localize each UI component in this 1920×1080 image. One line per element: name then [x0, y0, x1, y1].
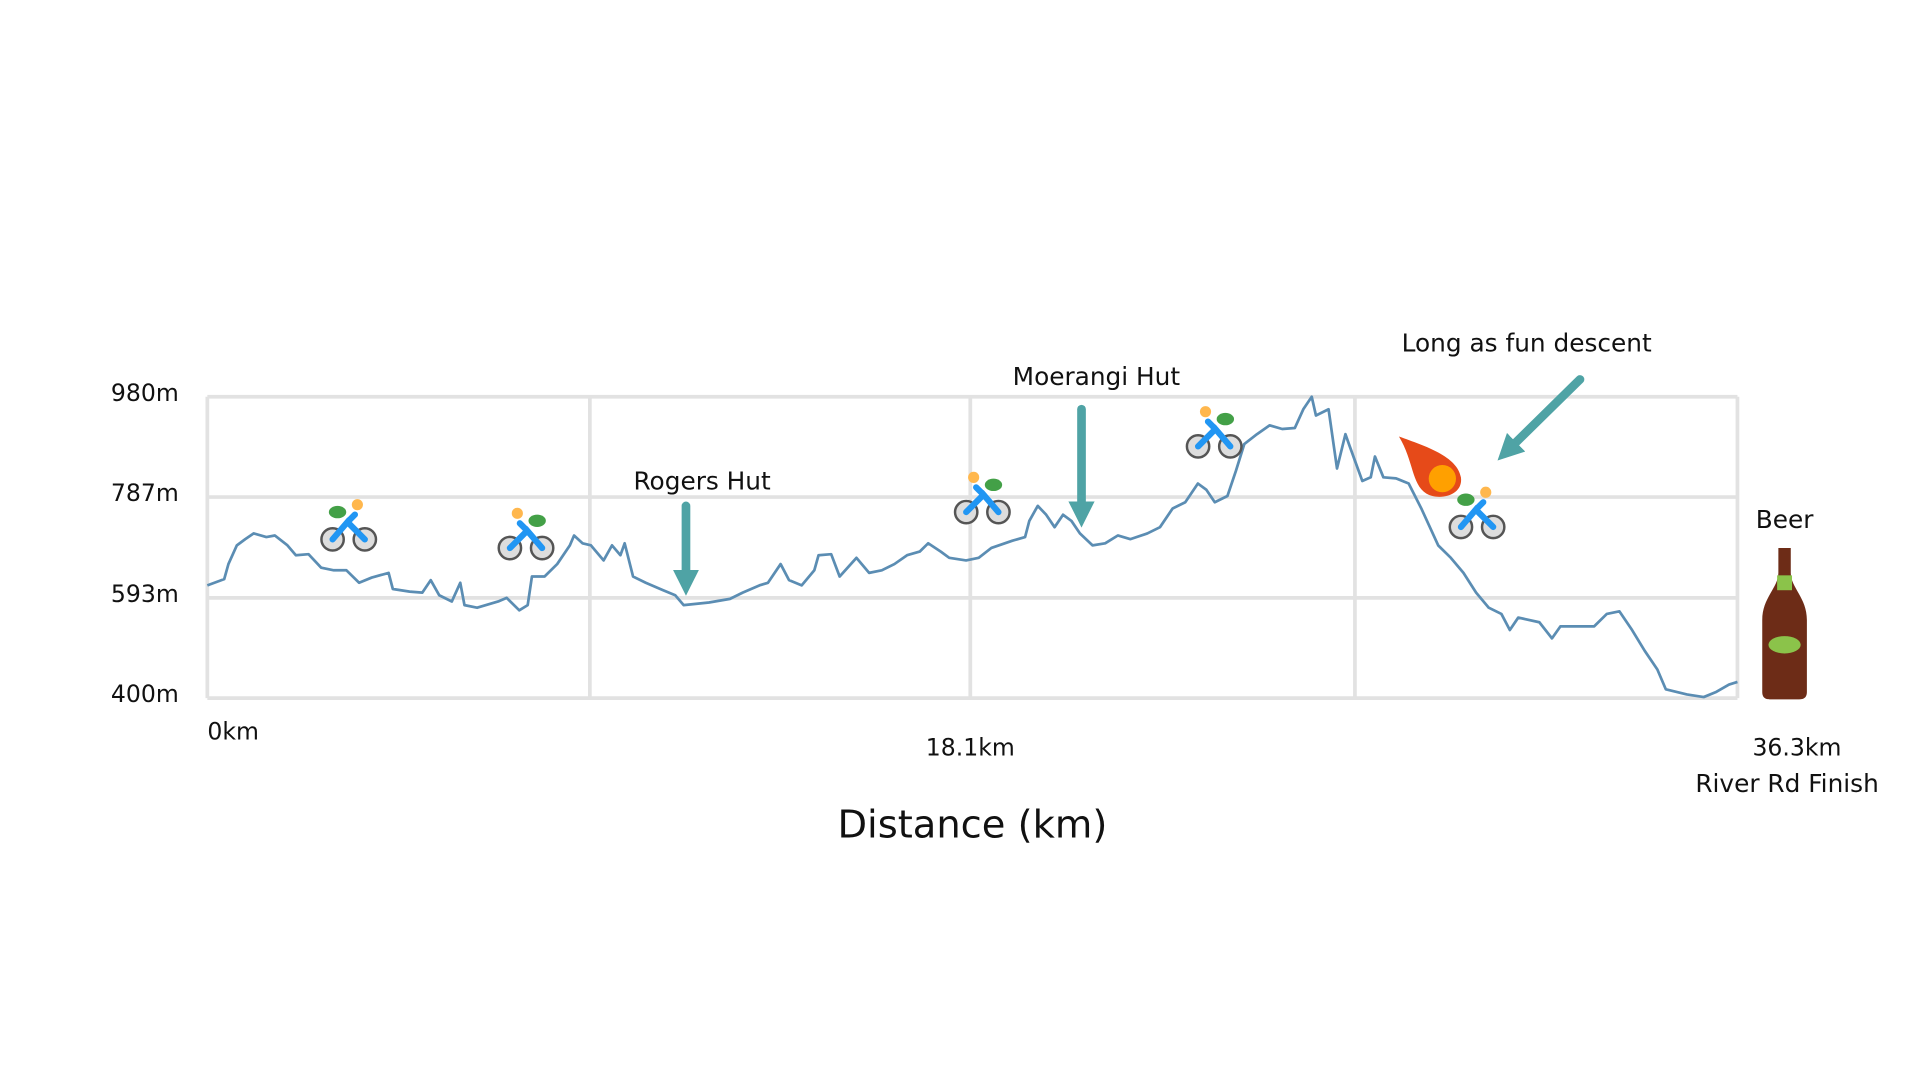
cyclist-icon [1450, 487, 1505, 538]
fire-icon [1398, 436, 1462, 497]
x-tick-label: 36.3km [1752, 733, 1841, 761]
arrows [672, 375, 1585, 596]
annotation: Moerangi Hut [1013, 362, 1181, 391]
cyclist-icon [321, 499, 376, 550]
x-tick-label: 0km [207, 717, 259, 745]
y-tick-label: 400m [111, 680, 179, 708]
annotation: Long as fun descent [1402, 329, 1652, 358]
y-tick-label: 980m [111, 379, 179, 407]
x-tick-label: 18.1km [926, 733, 1015, 761]
y-tick-label: 787m [111, 479, 179, 507]
annotation: River Rd Finish [1695, 769, 1878, 798]
grid [205, 394, 1740, 700]
elevation-line [206, 395, 1738, 699]
y-tick-label: 593m [111, 580, 179, 608]
beer-bottle-icon [1762, 548, 1807, 700]
x-axis-title: Distance (km) [837, 803, 1107, 848]
cyclist-icon [1187, 406, 1242, 457]
annotation: Rogers Hut [633, 466, 771, 495]
icons [321, 406, 1807, 700]
annotation: Beer [1756, 505, 1814, 534]
arrow [1497, 375, 1585, 461]
cyclist-icon [499, 508, 554, 559]
